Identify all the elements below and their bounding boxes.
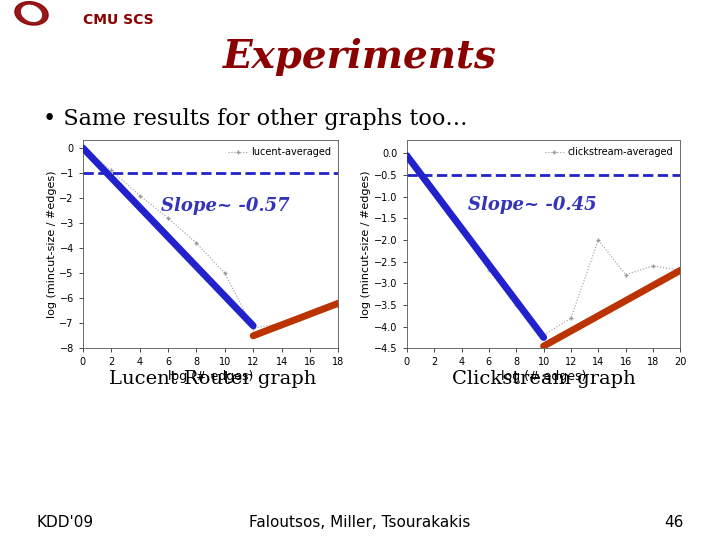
Text: Clickstream graph: Clickstream graph (451, 370, 636, 388)
Legend: clickstream-averaged: clickstream-averaged (543, 145, 675, 159)
X-axis label: log (# edges): log (# edges) (501, 370, 586, 383)
Text: Lucent Router graph: Lucent Router graph (109, 370, 316, 388)
Text: Experiments: Experiments (223, 38, 497, 76)
X-axis label: log (# edges): log (# edges) (168, 370, 253, 383)
Text: • Same results for other graphs too…: • Same results for other graphs too… (43, 108, 468, 130)
Text: CMU SCS: CMU SCS (83, 14, 153, 28)
Text: KDD'09: KDD'09 (36, 515, 93, 530)
Text: Slope~ -0.57: Slope~ -0.57 (161, 197, 289, 214)
Ellipse shape (15, 2, 48, 25)
Text: Slope~ -0.45: Slope~ -0.45 (468, 195, 597, 214)
Text: 46: 46 (665, 515, 684, 530)
Text: Faloutsos, Miller, Tsourakakis: Faloutsos, Miller, Tsourakakis (249, 515, 471, 530)
Y-axis label: log (mincut-size / #edges): log (mincut-size / #edges) (361, 171, 372, 318)
Y-axis label: log (mincut-size / #edges): log (mincut-size / #edges) (47, 171, 57, 318)
Ellipse shape (22, 5, 42, 22)
Legend: lucent-averaged: lucent-averaged (226, 145, 333, 159)
FancyArrowPatch shape (26, 7, 40, 12)
